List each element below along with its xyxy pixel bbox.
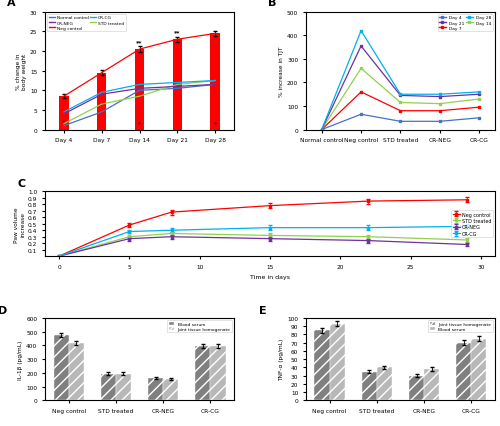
X-axis label: Time in days: Time in days: [250, 275, 290, 280]
Bar: [68, 343, 84, 400]
Bar: [148, 379, 163, 400]
Text: B: B: [268, 0, 276, 8]
Legend: Neg control, STD treated, CR-NEG, CR-CG: Neg control, STD treated, CR-NEG, CR-CG: [452, 210, 492, 238]
Legend: Blood serum, Joint tissue homogenate: Blood serum, Joint tissue homogenate: [168, 320, 232, 333]
Bar: [116, 374, 131, 400]
Y-axis label: IL-1β (pg/mL): IL-1β (pg/mL): [18, 340, 24, 379]
Text: **: **: [174, 30, 180, 35]
Bar: [196, 346, 210, 400]
Bar: [97, 73, 106, 130]
Text: *: *: [214, 121, 217, 125]
Legend: Normal control, CR-NEG, Neg control, CR-CG, STD treated: Normal control, CR-NEG, Neg control, CR-…: [47, 15, 126, 32]
Bar: [210, 346, 226, 400]
Text: D: D: [0, 305, 7, 315]
Y-axis label: % increase in TJT: % increase in TJT: [280, 46, 284, 97]
Bar: [472, 339, 486, 400]
Y-axis label: % change in
body weight: % change in body weight: [16, 53, 27, 89]
Text: **: **: [136, 40, 143, 45]
Bar: [362, 371, 377, 400]
Y-axis label: Paw volume
increase: Paw volume increase: [14, 207, 25, 242]
Bar: [330, 324, 344, 400]
Bar: [163, 379, 178, 400]
Y-axis label: TNF-α (pg/mL): TNF-α (pg/mL): [280, 338, 284, 380]
Text: C: C: [18, 179, 26, 189]
Bar: [172, 40, 182, 130]
Bar: [210, 35, 220, 130]
Text: *: *: [138, 121, 141, 125]
Text: *: *: [62, 118, 66, 124]
Bar: [409, 376, 424, 400]
Bar: [101, 374, 116, 400]
Text: E: E: [258, 305, 266, 315]
Bar: [314, 331, 330, 400]
Text: A: A: [7, 0, 16, 8]
Bar: [424, 369, 439, 400]
Bar: [135, 50, 144, 130]
Bar: [377, 368, 392, 400]
Bar: [54, 335, 68, 400]
Bar: [59, 97, 69, 130]
Legend: Day 4, Day 21, Day 7, Day 28, Day 14: Day 4, Day 21, Day 7, Day 28, Day 14: [438, 15, 493, 32]
Bar: [456, 343, 471, 400]
Legend: Joint tissue homogenate, Blood serum: Joint tissue homogenate, Blood serum: [428, 320, 493, 333]
